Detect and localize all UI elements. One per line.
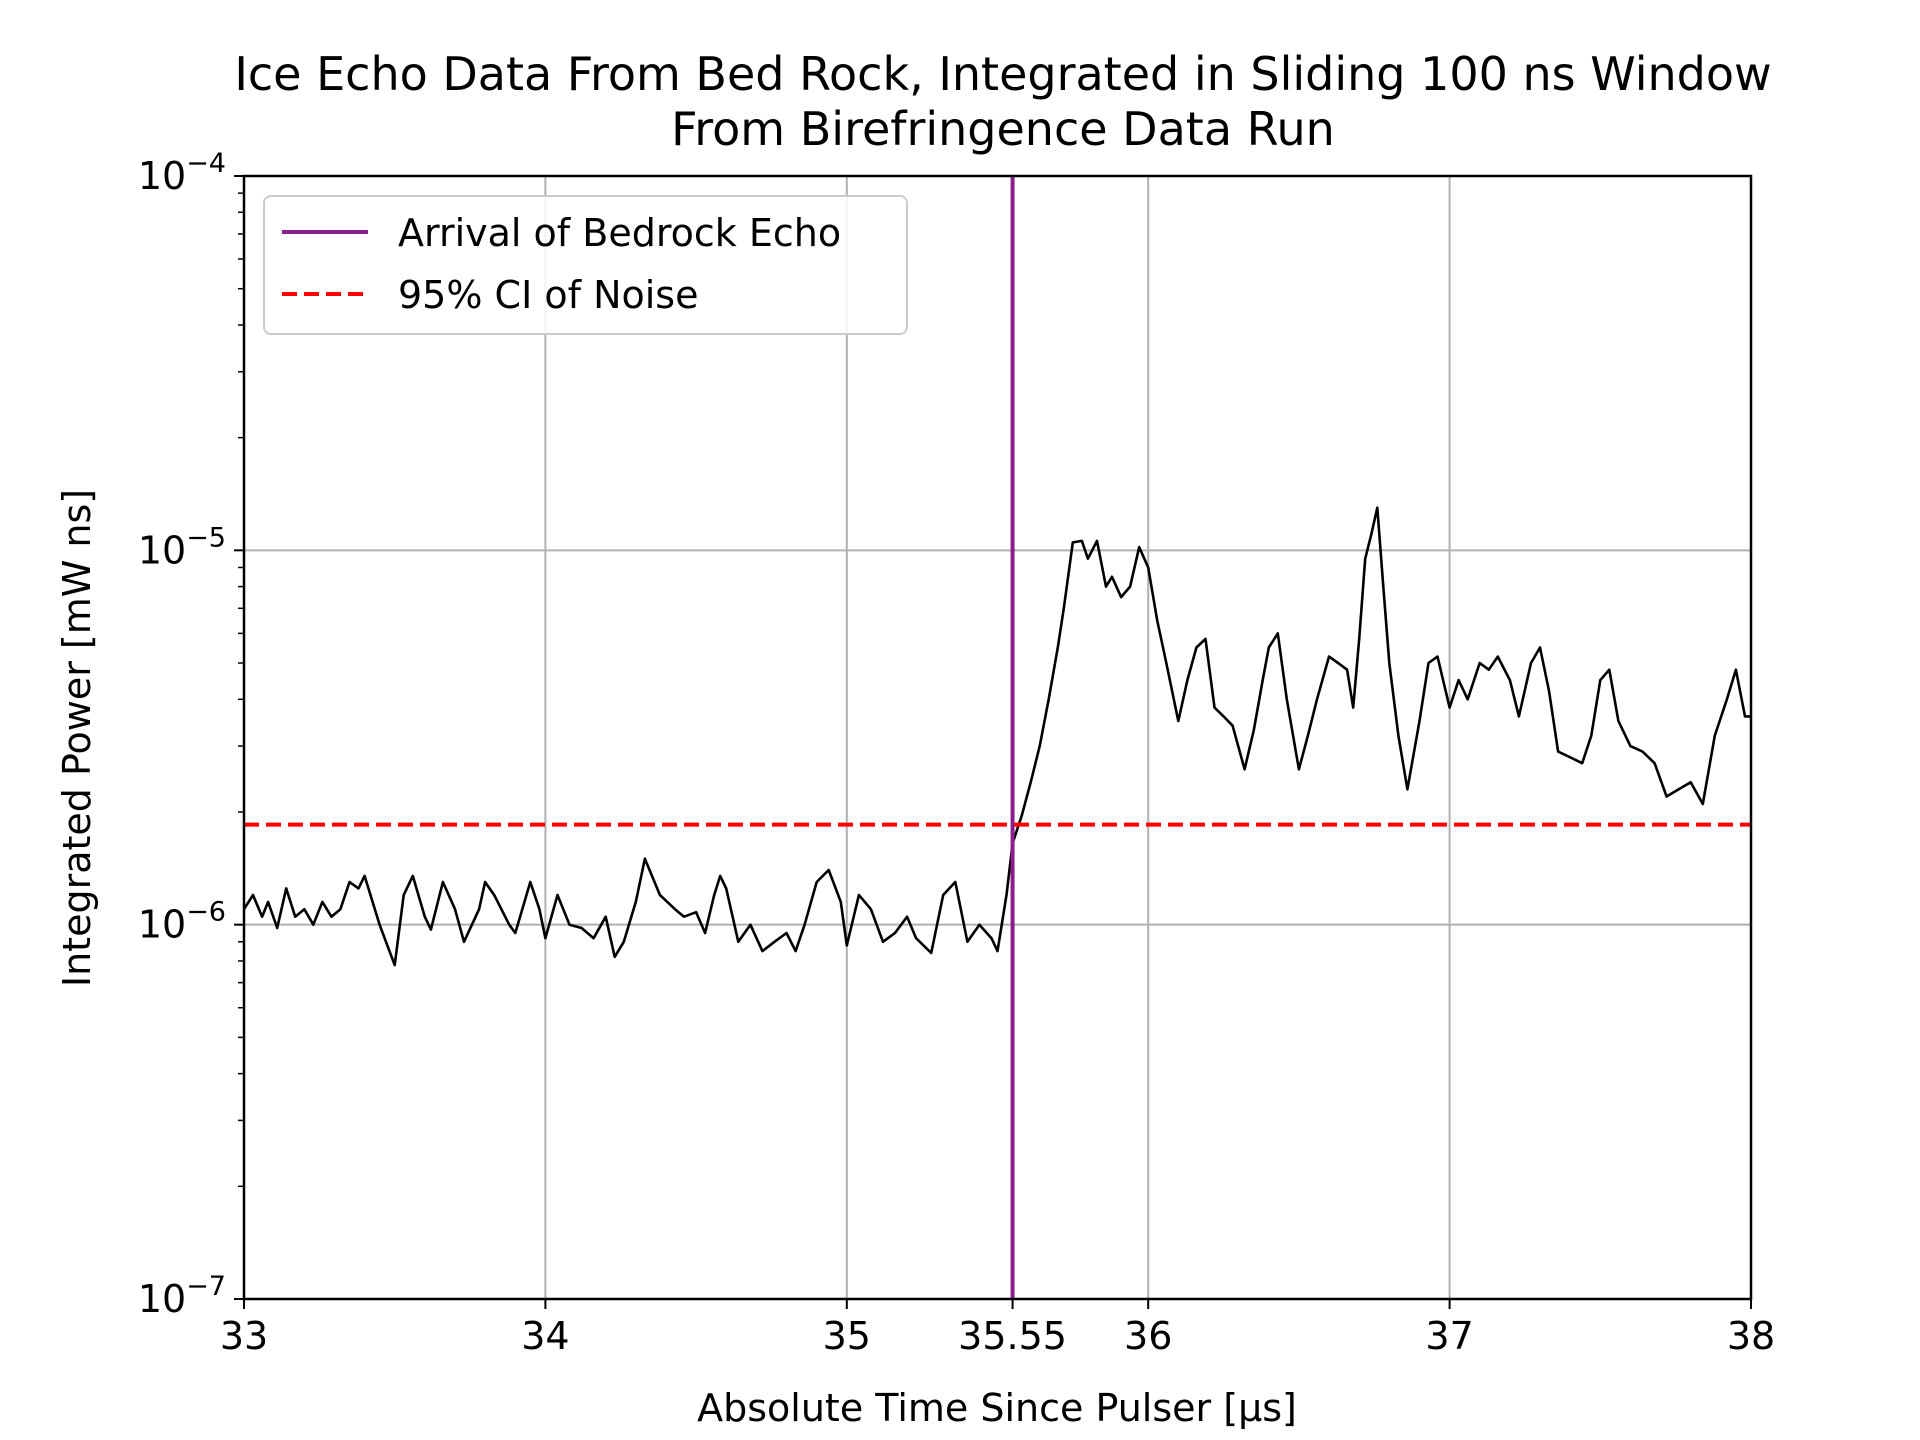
plot-series — [242, 176, 1751, 1299]
y-axis-label: Integrated Power [mW ns] — [55, 489, 99, 987]
chart-title-line-2: From Birefringence Data Run — [671, 102, 1335, 156]
y-tick-label: 10−6 — [138, 897, 226, 947]
legend: Arrival of Bedrock Echo 95% CI of Noise — [263, 195, 908, 335]
y-tick-label: 10−4 — [138, 148, 226, 198]
legend-box — [263, 195, 908, 335]
axis-ticks: 33 34 35 35.55 36 37 38 10−7 10−6 10−5 10−4 — [138, 148, 1775, 1358]
x-tick-label: 34 — [521, 1314, 569, 1358]
x-tick-label: 38 — [1727, 1314, 1775, 1358]
chart-title-line-1: Ice Echo Data From Bed Rock, Integrated … — [234, 47, 1771, 101]
integrated-power-line — [242, 506, 1751, 967]
y-tick-label: 10−5 — [138, 522, 226, 572]
x-tick-label: 33 — [220, 1314, 268, 1358]
x-axis-label: Absolute Time Since Pulser [μs] — [697, 1386, 1297, 1430]
x-tick-label: 35 — [823, 1314, 871, 1358]
x-tick-label: 36 — [1124, 1314, 1172, 1358]
y-tick-label: 10−7 — [138, 1271, 226, 1321]
x-tick-label: 35.55 — [958, 1314, 1067, 1358]
legend-label-bedrock-echo: Arrival of Bedrock Echo — [398, 211, 841, 255]
x-tick-label: 37 — [1425, 1314, 1473, 1358]
legend-label-noise-ci: 95% CI of Noise — [398, 273, 698, 317]
plot-area-frame — [242, 174, 1753, 1301]
